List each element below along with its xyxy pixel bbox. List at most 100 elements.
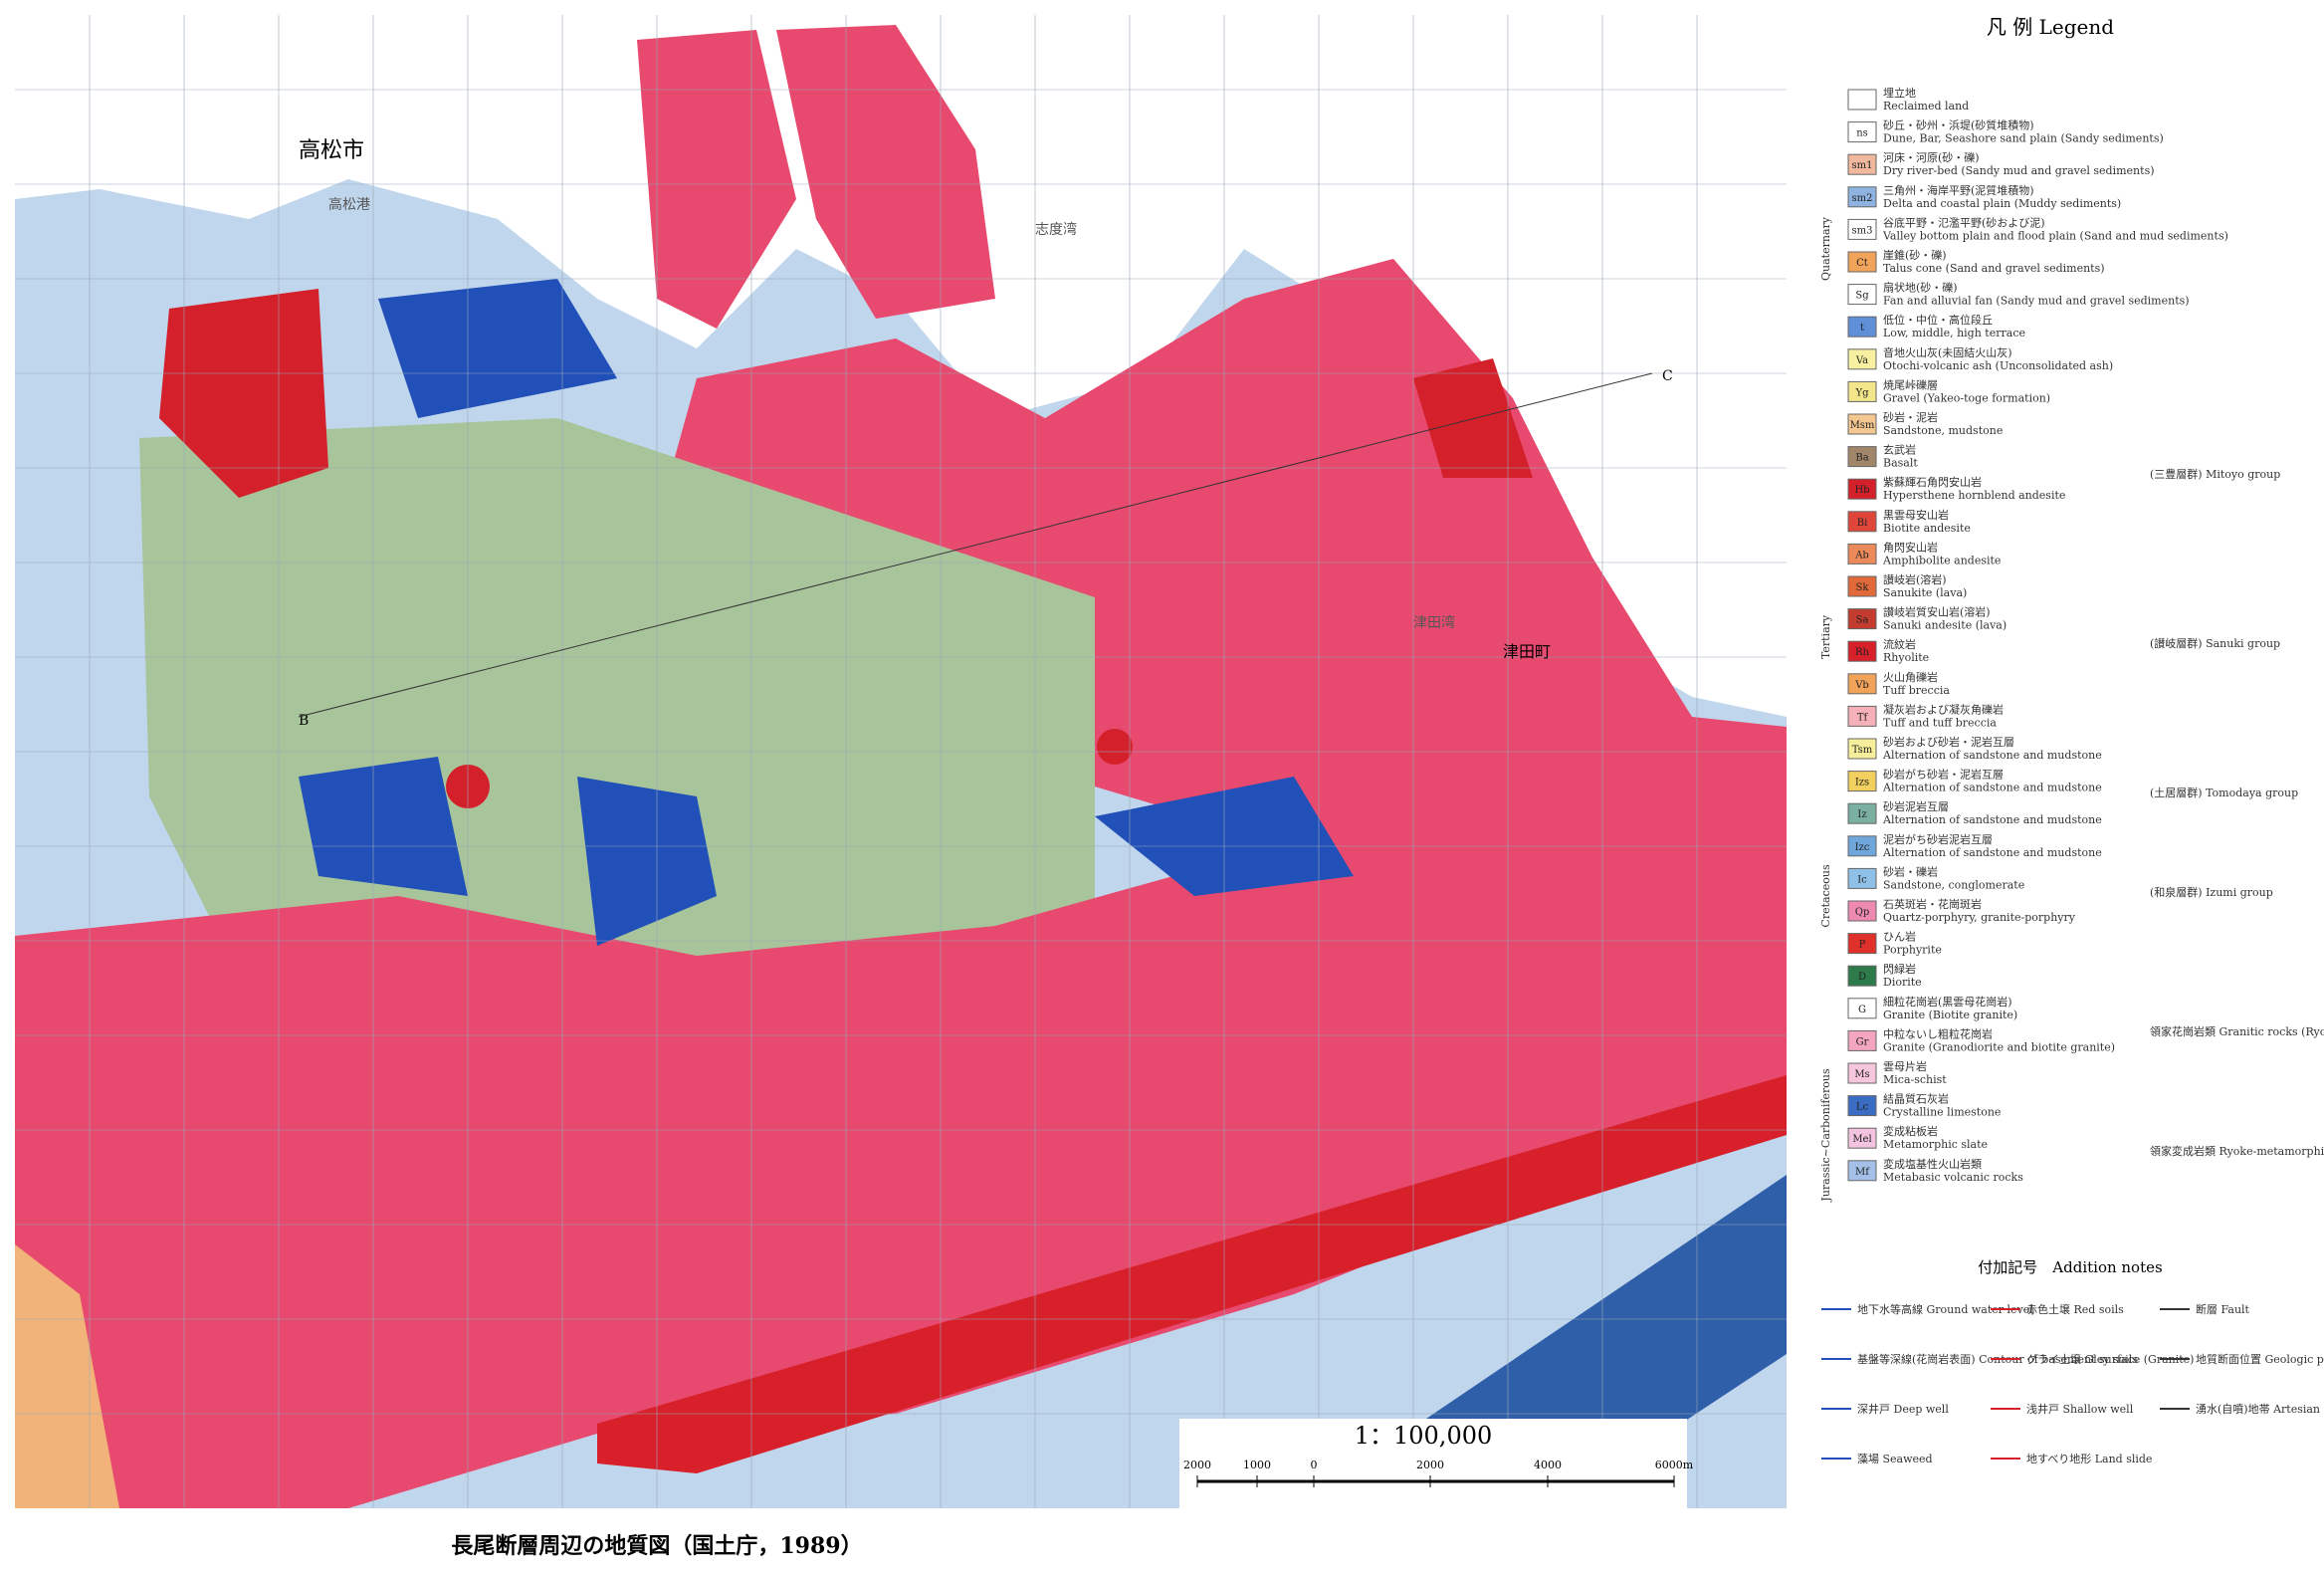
scale-label: 2000 (1183, 1459, 1211, 1471)
legend-en: Otochi-volcanic ash (Unconsolidated ash) (1883, 359, 2113, 372)
legend-swatch (1847, 89, 1877, 111)
legend-jp: 黒雲母安山岩 (1883, 508, 1949, 522)
legend-en: Gravel (Yakeo-toge formation) (1883, 391, 2050, 404)
legend-swatch (1847, 1127, 1877, 1149)
legend-swatch (1847, 1160, 1877, 1182)
legend-en: Amphibolite andesite (1882, 554, 2001, 566)
legend-swatch (1847, 511, 1877, 533)
scale-label: 4000 (1534, 1459, 1562, 1471)
legend-jp: 砂岩・泥岩 (1883, 410, 1938, 424)
legend-code: Qp (1855, 907, 1870, 918)
legend-swatch (1847, 608, 1877, 630)
legend-swatch (1847, 673, 1877, 695)
legend-en: Metabasic volcanic rocks (1883, 1171, 2023, 1184)
legend-jp: 低位・中位・高位段丘 (1883, 313, 1993, 327)
legend-en: Tuff breccia (1883, 684, 1950, 697)
legend-code: Sk (1856, 582, 1870, 593)
legend-en: Metamorphic slate (1883, 1138, 1988, 1151)
terrace (577, 777, 717, 946)
legend-code: P (1859, 940, 1866, 951)
legend-code: t (1860, 323, 1864, 334)
legend-swatch (1847, 1062, 1877, 1084)
profile-label: C (1662, 368, 1673, 384)
legend-jp: 砂丘・砂州・浜堤(砂質堆積物) (1883, 118, 2034, 132)
note-label: 地質断面位置 Geologic profile line (2196, 1352, 2324, 1366)
legend-jp: 砂岩泥岩互層 (1883, 799, 1949, 813)
legend-code: G (1858, 1005, 1866, 1015)
legend-code: Mf (1855, 1167, 1870, 1178)
legend-group: (土居層群) Tomodaya group (2150, 786, 2298, 799)
legend-en: Diorite (1883, 976, 1922, 989)
legend-code: sm2 (1852, 193, 1873, 204)
legend-en: Dry river-bed (Sandy mud and gravel sedi… (1883, 164, 2155, 177)
legend-era: Jurassic~Carboniferous (1819, 1068, 1832, 1203)
legend-code: Mel (1852, 1134, 1871, 1145)
legend-swatch (1847, 478, 1877, 500)
place-name: 志度湾 (1035, 221, 1077, 238)
legend-group: (讃岐層群) Sanuki group (2150, 636, 2280, 650)
legend-swatch (1847, 121, 1877, 143)
legend-en: Talus cone (Sand and gravel sediments) (1883, 262, 2105, 275)
legend-swatch (1847, 705, 1877, 727)
map: 高松市 高松港 志度湾 津田湾 津田町 C B 1：100,000 2000 10… (15, 15, 1787, 1508)
scale-box (1179, 1419, 1687, 1508)
granite (637, 30, 796, 329)
legend-code: Ic (1857, 874, 1867, 885)
andesite (1097, 729, 1133, 765)
legend-era: Quaternary (1819, 216, 1832, 281)
legend-en: Alternation of sandstone and mudstone (1882, 846, 2102, 859)
legend-code: Ab (1854, 550, 1869, 561)
legend-code: sm3 (1852, 225, 1873, 236)
legend-en: Rhyolite (1883, 651, 1929, 664)
legend-en: Delta and coastal plain (Muddy sediments… (1883, 197, 2121, 210)
rhyolite-band (597, 1075, 1787, 1473)
legend-en: Alternation of sandstone and mudstone (1882, 782, 2102, 794)
legend-jp: 変成粘板岩 (1883, 1124, 1938, 1138)
legend-jp: 石英斑岩・花崗斑岩 (1883, 897, 1982, 911)
terrace (299, 757, 468, 896)
legend-jp: 結晶質石灰岩 (1883, 1092, 1949, 1106)
legend-swatch (1847, 380, 1877, 402)
legend-en: Sandstone, conglomerate (1883, 878, 2024, 891)
legend-swatch (1847, 413, 1877, 435)
legend-swatch (1847, 867, 1877, 889)
legend-code: Tf (1857, 712, 1869, 723)
grid (15, 15, 1787, 1508)
scale-ratio: 1：100,000 (1355, 1422, 1493, 1450)
legend-swatch (1847, 543, 1877, 564)
legend-jp: ひん岩 (1883, 930, 1916, 944)
legend-era: Tertiary (1819, 614, 1832, 659)
note-label: 赤色土壌 Red soils (2026, 1302, 2124, 1316)
legend-swatch (1847, 965, 1877, 987)
legend-jp: 讃岐岩質安山岩(溶岩) (1883, 605, 1991, 619)
andesite (1413, 358, 1533, 478)
scale-label: 6000m (1655, 1459, 1694, 1471)
legend-swatch (1847, 153, 1877, 175)
notes-title: 付加記号 Addition notes (1978, 1258, 2162, 1276)
legend-en: Granite (Biotite granite) (1883, 1009, 2017, 1021)
legend-jp: 変成塩基性火山岩類 (1883, 1157, 1982, 1171)
legend-code: Ba (1855, 453, 1868, 464)
legend-swatch (1847, 446, 1877, 468)
andesite (159, 289, 328, 498)
scale-label: 1000 (1243, 1459, 1271, 1471)
legend-code: Ms (1854, 1069, 1869, 1080)
legend-jp: 焼尾峠礫層 (1883, 377, 1938, 391)
legend-jp: 流紋岩 (1883, 637, 1916, 651)
legend-en: Dune, Bar, Seashore sand plain (Sandy se… (1883, 132, 2164, 145)
legend-en: Alternation of sandstone and mudstone (1882, 749, 2102, 762)
legend-jp: 紫蘇輝石角閃安山岩 (1883, 475, 1982, 489)
legend-code: Hb (1854, 485, 1869, 496)
talus (15, 1244, 119, 1508)
legend-code: Sg (1855, 291, 1869, 302)
legend-en: Tuff and tuff breccia (1883, 716, 1997, 729)
legend-swatch (1847, 218, 1877, 240)
legend-swatch (1847, 575, 1877, 597)
legend-jp: 泥岩がち砂岩泥岩互層 (1883, 832, 1993, 846)
scale-label: 0 (1311, 1459, 1318, 1471)
place-name: 津田湾 (1413, 614, 1455, 631)
legend-en: Basalt (1883, 457, 1918, 470)
legend-code: Izs (1855, 778, 1869, 788)
legend-code: Lc (1856, 1102, 1869, 1113)
legend-code: Iz (1857, 809, 1866, 820)
